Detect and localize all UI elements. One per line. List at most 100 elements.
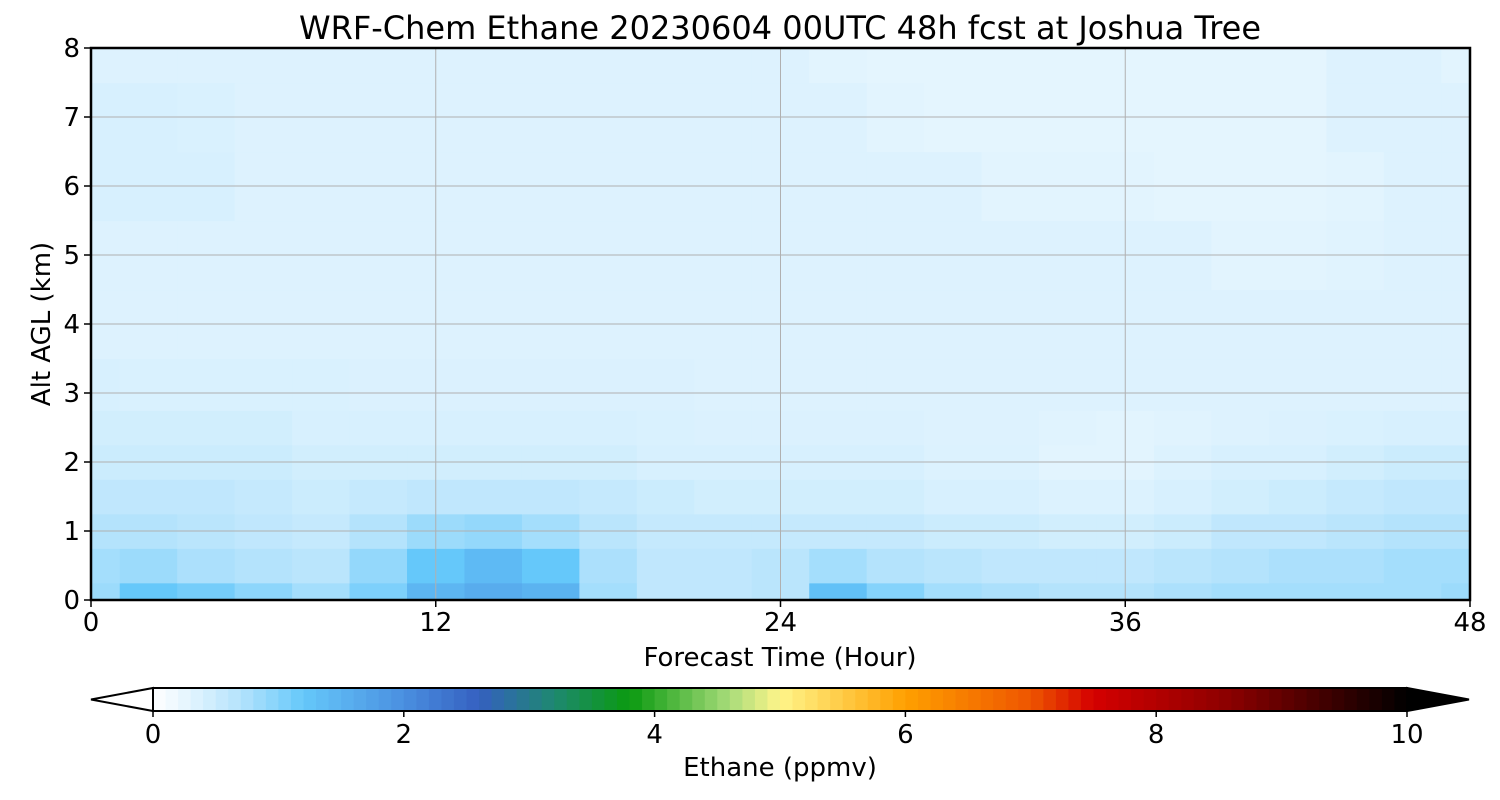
colorbar-segment: [215, 688, 229, 711]
heatmap-cell: [1383, 410, 1442, 446]
heatmap-cell: [1039, 410, 1098, 446]
heatmap-cell: [1326, 582, 1385, 601]
heatmap-cell: [177, 582, 236, 601]
colorbar-segment: [441, 688, 455, 711]
colorbar-segment: [1281, 688, 1295, 711]
y-tick-label: 8: [63, 34, 80, 64]
colorbar-segment: [880, 688, 894, 711]
heatmap-cell: [521, 479, 580, 515]
colorbar-segment: [1156, 688, 1170, 711]
heatmap-cell: [119, 479, 178, 515]
colorbar-segment: [742, 688, 756, 711]
heatmap-cell: [1383, 48, 1442, 84]
colorbar-segment: [616, 688, 631, 711]
colorbar-segment: [504, 688, 518, 711]
heatmap-cell: [91, 410, 121, 446]
colorbar-segment: [642, 688, 656, 711]
colorbar-segment: [1256, 688, 1270, 711]
y-tick-label: 4: [63, 310, 80, 340]
colorbar-tick-label: 2: [396, 720, 413, 750]
heatmap-cell: [579, 548, 638, 584]
colorbar-segment: [190, 688, 204, 711]
heatmap-cell: [694, 358, 753, 411]
colorbar-segment: [203, 688, 217, 711]
y-tick-label: 0: [63, 586, 80, 616]
chart-title: WRF-Chem Ethane 20230604 00UTC 48h fcst …: [299, 9, 1261, 47]
colorbar-segment: [541, 688, 555, 711]
colorbar-tick-label: 10: [1390, 720, 1423, 750]
heatmap-cell: [809, 479, 868, 515]
colorbar-segment: [1168, 688, 1182, 711]
heatmap-cell: [1383, 548, 1442, 584]
colorbar-segment: [780, 688, 794, 711]
colorbar-segment: [792, 688, 806, 711]
heatmap-cell: [464, 410, 523, 446]
colorbar-segment: [566, 688, 580, 711]
heatmap-cell: [694, 48, 753, 84]
colorbar-segment: [378, 688, 392, 711]
heatmap-cell: [636, 582, 695, 601]
y-tick-label: 3: [63, 379, 80, 409]
heatmap-cell: [981, 548, 1040, 584]
heatmap-cell: [521, 410, 580, 446]
colorbar-segment: [1369, 688, 1383, 711]
heatmap-cell: [1153, 479, 1213, 515]
heatmap-cell: [292, 582, 351, 601]
heatmap-cell: [1441, 358, 1471, 411]
heatmap-cell: [1326, 479, 1385, 515]
heatmap-cell: [1039, 48, 1098, 84]
heatmap-cell: [809, 410, 868, 446]
heatmap-cell: [292, 358, 351, 411]
colorbar-segment: [1043, 688, 1057, 711]
heatmap-cell: [579, 358, 638, 411]
colorbar-segment: [805, 688, 819, 711]
colorbar-segment: [1030, 688, 1044, 711]
heatmap-cell: [521, 358, 580, 411]
heatmap-cell: [924, 582, 983, 601]
y-axis-ticks: 0 1 2 3 4 5 6 7 8: [63, 34, 91, 616]
heatmap-cell: [234, 410, 293, 446]
heatmap-cell: [1268, 410, 1327, 446]
heatmap-cell: [1039, 358, 1098, 411]
heatmap-cell: [1211, 410, 1270, 446]
colorbar-segment: [554, 688, 568, 711]
heatmap-cell: [981, 479, 1040, 515]
colorbar-segment: [1394, 688, 1408, 711]
heatmap-cell: [1326, 548, 1385, 584]
heatmap-cell: [924, 479, 983, 515]
colorbar-segment: [1269, 688, 1283, 711]
heatmap-cell: [234, 479, 293, 515]
colorbar-segment: [654, 688, 668, 711]
heatmap-cell: [579, 582, 638, 601]
colorbar-upper-extend: [1406, 686, 1470, 713]
heatmap-cell: [177, 358, 236, 411]
y-tick-label: 5: [63, 241, 80, 271]
colorbar-segment: [165, 688, 179, 711]
heatmap-cell: [1039, 582, 1098, 601]
colorbar-segment: [428, 688, 442, 711]
heatmap-cell: [1441, 410, 1471, 446]
colorbar-segment: [391, 688, 405, 711]
heatmap-cell: [924, 410, 983, 446]
heatmap-cell: [349, 48, 408, 84]
colorbar-segment: [604, 688, 618, 711]
colorbar-lower-extend: [90, 686, 154, 713]
colorbar-segment: [1231, 688, 1245, 711]
colorbar-segment: [1319, 688, 1333, 711]
heatmap-cell: [981, 48, 1040, 84]
heatmap-cell: [809, 582, 868, 601]
colorbar-segment: [353, 688, 367, 711]
heatmap-cell: [464, 479, 523, 515]
heatmap-cell: [464, 48, 523, 84]
colorbar-segment: [328, 688, 342, 711]
colorbar-segment: [341, 688, 355, 711]
y-axis-label: Alt AGL (km): [27, 242, 57, 406]
heatmap-cell: [1268, 358, 1327, 411]
heatmap-cell: [234, 548, 293, 584]
colorbar-segment: [1118, 688, 1132, 711]
heatmap-cell: [464, 548, 523, 584]
heatmap-cell: [349, 582, 408, 601]
heatmap-cell: [579, 410, 638, 446]
colorbar-tick-label: 6: [897, 720, 914, 750]
heatmap-cell: [91, 48, 121, 84]
